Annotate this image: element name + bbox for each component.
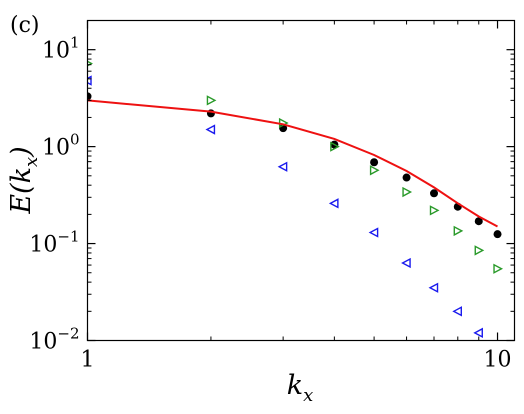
data-point-triangle-left: [277, 161, 288, 172]
y-axis-label-close: ): [6, 146, 37, 158]
y-axis-label-sub: x: [21, 157, 42, 167]
y-axis-label: E(kx): [6, 146, 42, 214]
y-tick-label-base: 10: [42, 39, 70, 64]
data-point-triangle-right: [429, 205, 440, 216]
data-point-circle: [493, 230, 502, 239]
y-tick-label-exponent: −2: [57, 325, 79, 343]
data-point-triangle-left: [328, 198, 339, 209]
data-point-triangle-left: [401, 257, 411, 269]
y-tick-label-exponent: −1: [57, 228, 79, 246]
data-point-triangle-right: [493, 263, 504, 274]
panel-label: (c): [10, 13, 40, 38]
x-axis-label: kx: [287, 370, 314, 406]
data-point-triangle-right: [330, 141, 340, 152]
y-tick-label: 100: [42, 131, 80, 161]
y-axis-label-base: E(k: [6, 167, 37, 215]
data-point-triangle-right: [453, 225, 464, 237]
plot-frame: [86, 19, 516, 342]
y-tick-label-exponent: 0: [70, 131, 80, 149]
y-tick-label-base: 10: [29, 330, 57, 355]
series-line: [87, 99, 498, 228]
y-tick-label-base: 10: [42, 136, 70, 161]
y-tick-label-base: 10: [29, 233, 57, 258]
data-point-triangle-right: [206, 95, 217, 106]
plot-marks: [87, 60, 504, 338]
data-point-circle: [430, 189, 439, 198]
data-point-triangle-right: [474, 245, 485, 256]
data-point-triangle-left: [368, 227, 379, 238]
data-point-triangle-left: [452, 306, 462, 317]
data-point-circle: [370, 158, 379, 167]
y-tick-label: 10−2: [29, 325, 79, 355]
y-tick-label: 10−1: [29, 228, 79, 258]
data-point-triangle-left: [205, 124, 216, 135]
data-point-circle: [87, 92, 92, 101]
data-point-triangle-right: [402, 186, 413, 198]
y-tick-label-exponent: 1: [70, 34, 80, 52]
data-point-circle: [402, 173, 411, 182]
data-point-circle: [474, 217, 483, 226]
x-tick-label: 10: [484, 348, 512, 373]
data-point-triangle-left: [473, 327, 483, 338]
x-tick-label: 1: [81, 348, 95, 373]
x-axis-label-base: k: [287, 370, 303, 401]
x-axis-label-sub: x: [303, 385, 313, 406]
data-point-triangle-left: [87, 75, 92, 86]
data-point-triangle-left: [428, 282, 439, 293]
data-point-triangle-right: [369, 165, 380, 176]
y-tick-label: 101: [42, 34, 80, 64]
